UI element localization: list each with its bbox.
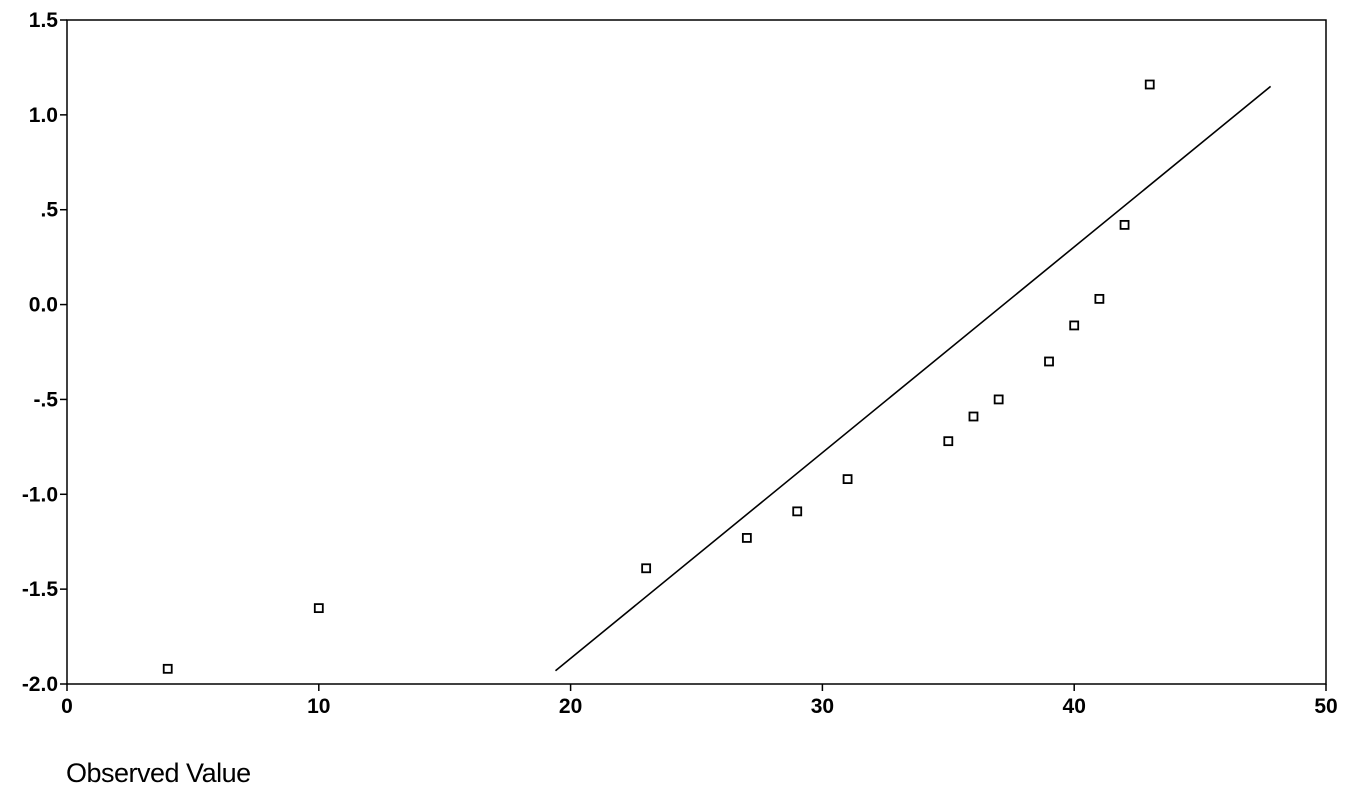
x-axis: 0 10 20 30 40 50 — [61, 684, 1338, 718]
x-tick-label: 50 — [1314, 695, 1337, 718]
data-point — [993, 394, 1004, 405]
y-tick-label: -1.0 — [22, 483, 58, 506]
plot-frame — [66, 19, 1327, 685]
reference-line-group — [554, 85, 1272, 672]
y-tick-label: -1.5 — [22, 578, 59, 601]
data-point — [943, 436, 954, 447]
x-tick-label: 10 — [307, 695, 330, 718]
y-tick-label: -2.0 — [22, 673, 58, 696]
data-point — [1044, 356, 1054, 367]
data-point — [1144, 79, 1155, 90]
plot-border — [66, 19, 1327, 685]
data-point — [842, 474, 853, 485]
data-points — [162, 79, 1155, 674]
y-axis: 1.5 1.0 .5 0.0 -.5 -1.0 -1.5 -2.0 — [22, 9, 67, 696]
data-point — [162, 663, 173, 674]
data-point — [792, 506, 803, 517]
x-tick-label: 20 — [559, 695, 582, 718]
data-point — [1069, 320, 1080, 331]
data-point — [641, 563, 652, 574]
x-tick-label: 40 — [1063, 695, 1086, 718]
x-axis-title: Observed Value — [66, 758, 251, 788]
data-point — [1094, 293, 1105, 304]
expected-normal-line — [554, 85, 1272, 672]
y-tick-label: 1.5 — [29, 9, 59, 32]
y-tick-label: .5 — [40, 199, 58, 222]
data-point — [968, 411, 979, 422]
x-tick-label: 0 — [61, 695, 73, 718]
y-tick-label: -.5 — [33, 388, 58, 411]
y-tick-label: 0.0 — [29, 294, 58, 317]
data-point — [741, 533, 752, 543]
data-point — [1119, 219, 1130, 230]
data-point — [313, 603, 324, 614]
x-tick-label: 30 — [811, 695, 834, 718]
y-tick-label: 1.0 — [29, 104, 58, 127]
